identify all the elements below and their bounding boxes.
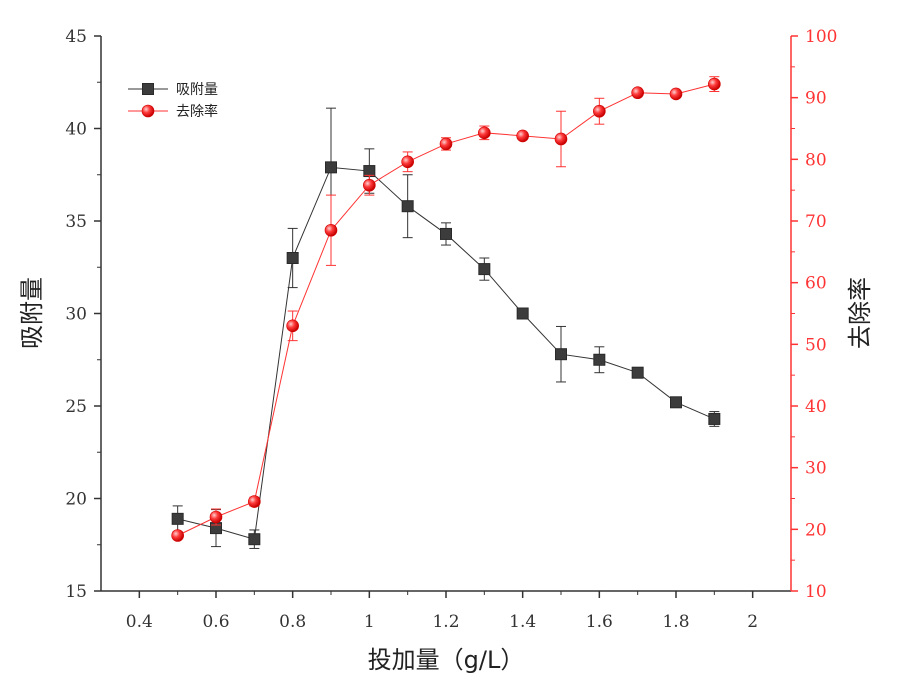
x-tick-label: 1.8: [662, 612, 689, 632]
adsorption-point: [286, 252, 299, 264]
removal-point: [669, 87, 683, 101]
removal-series-line: [177, 83, 715, 536]
y-right-tick-label: 10: [805, 582, 827, 602]
removal-point: [708, 77, 721, 91]
x-tick-label: 1.2: [432, 612, 459, 632]
adsorption-point: [478, 263, 491, 276]
y-left-axis-title: 吸附量: [18, 277, 46, 349]
x-tick-label: 0.6: [202, 612, 229, 632]
removal-point: [286, 319, 299, 333]
y-right-tick-label: 90: [805, 89, 827, 109]
adsorption-point: [516, 307, 529, 320]
axes-layer: 0.4 0.6 0.8 1 1.2 1.4 1.6 1.8 2 15 20 25 30 35 40 45 10 2…: [65, 27, 837, 632]
legend-removal-marker: [141, 104, 155, 118]
legend-adsorption-marker: [142, 83, 154, 95]
y-right-tick-label: 50: [805, 335, 827, 355]
removal-point: [324, 223, 338, 237]
y-left-tick-label: 25: [65, 397, 87, 417]
removal-point: [516, 129, 529, 143]
removal-point: [248, 495, 261, 508]
y-left-tick-label: 20: [65, 490, 87, 510]
x-tick-label: 1.4: [509, 612, 536, 632]
adsorption-point: [670, 396, 682, 409]
y-left-tick-label: 30: [65, 305, 87, 325]
removal-point: [478, 126, 491, 140]
removal-point: [554, 132, 568, 146]
removal-point: [171, 529, 184, 542]
y-right-tick-label: 80: [805, 150, 827, 170]
removal-point: [363, 178, 376, 192]
adsorption-point: [325, 161, 337, 174]
adsorption-point: [593, 353, 606, 366]
plot-layer: [171, 76, 721, 549]
adsorption-point: [171, 512, 184, 525]
removal-point: [209, 510, 223, 524]
x-tick-label: 1.6: [586, 612, 613, 632]
x-tick-label: 0.8: [279, 612, 306, 632]
y-right-tick-label: 20: [805, 520, 827, 540]
removal-point: [439, 137, 453, 151]
y-right-tick-label: 40: [805, 397, 827, 417]
x-tick-label: 0.4: [126, 612, 153, 632]
x-tick-label: 2: [747, 612, 758, 632]
legend-removal-label: 去除率: [176, 103, 218, 120]
y-left-tick-label: 15: [65, 582, 87, 602]
removal-point: [631, 86, 644, 100]
y-right-tick-label: 70: [805, 212, 827, 232]
y-right-tick-label: 60: [805, 274, 827, 294]
adsorption-point: [708, 412, 721, 425]
adsorption-point: [555, 348, 567, 361]
adsorption-point: [248, 533, 261, 546]
legend-adsorption-label: 吸附量: [176, 82, 218, 98]
adsorption-point: [401, 200, 414, 213]
y-left-tick-label: 45: [65, 27, 87, 47]
y-right-tick-label: 30: [805, 459, 827, 479]
adsorption-point: [440, 227, 452, 240]
removal-point: [401, 155, 414, 169]
x-axis-title: 投加量（g/L）: [368, 646, 525, 674]
y-left-tick-label: 35: [65, 212, 87, 232]
adsorption-point: [631, 366, 644, 379]
y-right-tick-label: 100: [805, 27, 837, 47]
y-left-tick-label: 40: [65, 120, 87, 140]
removal-point: [593, 104, 606, 118]
x-tick-label: 1: [364, 612, 375, 632]
y-right-axis-title: 去除率: [846, 277, 874, 349]
